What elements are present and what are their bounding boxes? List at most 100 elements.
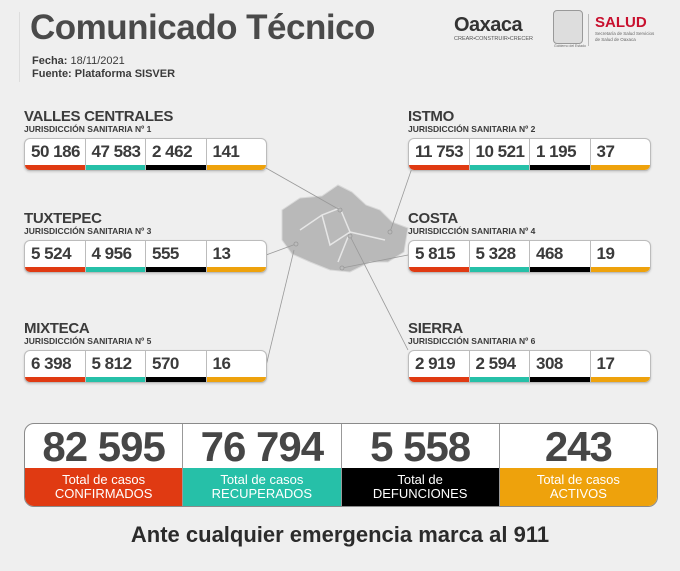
active-bar — [206, 377, 266, 382]
deaths-cell: 2 462 — [146, 139, 207, 170]
active-value: 37 — [596, 142, 615, 161]
confirmed-cell: 5 815 — [409, 241, 470, 272]
region-stats: 5 815 5 328 468 19 — [408, 240, 651, 273]
deaths-cell: 308 — [530, 351, 591, 382]
total-recovered: 76 794 Total de casos RECUPERADOS — [183, 423, 342, 506]
source-label: Fuente: — [32, 68, 72, 80]
recovered-cell: 10 521 — [469, 139, 530, 170]
region-sub: JURISDICCIÓN SANITARIA Nº 4 — [408, 226, 536, 236]
confirmed-value: 50 186 — [31, 142, 80, 161]
total-value: 243 — [544, 423, 613, 470]
region-mixteca: MIXTECA JURISDICCIÓN SANITARIA Nº 5 6 39… — [24, 321, 267, 383]
active-value: 16 — [212, 354, 231, 373]
connector-lines — [265, 167, 413, 367]
confirmed-value: 2 919 — [415, 354, 456, 373]
confirmed-bar — [409, 377, 469, 382]
source-value: Plataforma SISVER — [74, 68, 176, 80]
deaths-bar — [146, 377, 206, 382]
deaths-cell: 555 — [146, 241, 207, 272]
region-stats: 2 919 2 594 308 17 — [408, 350, 651, 383]
active-value: 13 — [212, 244, 231, 263]
recovered-bar — [469, 377, 529, 382]
region-sub: JURISDICCIÓN SANITARIA Nº 6 — [408, 336, 536, 346]
date-line: Fecha: 18/11/2021 — [32, 55, 125, 67]
active-bar — [590, 377, 650, 382]
salud-subtext: Secretaría de Salud Servicios de Salud d… — [595, 31, 655, 42]
deaths-bar — [530, 267, 590, 272]
oaxaca-logo: Oaxaca CREAR•CONSTRUIR•CRECER — [454, 14, 533, 42]
region-sub: JURISDICCIÓN SANITARIA Nº 5 — [24, 336, 152, 346]
active-bar — [590, 165, 650, 170]
oaxaca-logo-text: Oaxaca — [454, 14, 523, 36]
source-line: Fuente: Plataforma SISVER — [32, 68, 175, 80]
active-bar — [590, 267, 650, 272]
region-sub: JURISDICCIÓN SANITARIA Nº 2 — [408, 124, 536, 134]
region-sub: JURISDICCIÓN SANITARIA Nº 1 — [24, 124, 152, 134]
total-label-line2: RECUPERADOS — [211, 486, 313, 501]
region-name: ISTMO — [408, 108, 454, 125]
recovered-bar — [85, 377, 145, 382]
recovered-value: 2 594 — [475, 354, 517, 373]
confirmed-bar — [25, 267, 85, 272]
confirmed-bar — [25, 165, 85, 170]
deaths-value: 2 462 — [152, 142, 193, 161]
region-name: TUXTEPEC — [24, 210, 102, 227]
recovered-bar — [469, 267, 529, 272]
confirmed-value: 5 815 — [415, 244, 456, 263]
total-label-line1: Total de casos — [220, 472, 304, 487]
active-value: 17 — [596, 354, 615, 373]
region-stats: 50 186 47 583 2 462 141 — [24, 138, 267, 171]
confirmed-value: 11 753 — [415, 142, 464, 161]
total-value: 82 595 — [42, 423, 165, 470]
emergency-message: Ante cualquier emergencia marca al 911 — [130, 522, 550, 547]
total-label: Total de casos CONFIRMADOS — [25, 468, 183, 506]
recovered-bar — [469, 165, 529, 170]
recovered-value: 5 328 — [475, 244, 517, 263]
active-value: 19 — [596, 244, 615, 263]
deaths-value: 570 — [152, 354, 179, 373]
region-istmo: ISTMO JURISDICCIÓN SANITARIA Nº 2 11 753… — [408, 109, 651, 171]
region-name: MIXTECA — [24, 320, 90, 337]
deaths-bar — [146, 165, 206, 170]
recovered-value: 47 583 — [91, 142, 141, 161]
active-cell: 17 — [590, 351, 650, 382]
region-stats: 11 753 10 521 1 195 37 — [408, 138, 651, 171]
recovered-value: 4 956 — [91, 244, 133, 263]
region-sub: JURISDICCIÓN SANITARIA Nº 3 — [24, 226, 152, 236]
recovered-cell: 47 583 — [85, 139, 146, 170]
deaths-value: 1 195 — [536, 142, 577, 161]
oaxaca-tagline: CREAR•CONSTRUIR•CRECER — [454, 36, 534, 42]
total-label-line2: CONFIRMADOS — [54, 486, 153, 501]
date-label: Fecha: — [32, 55, 68, 67]
confirmed-cell: 5 524 — [25, 241, 86, 272]
total-label: Total de DEFUNCIONES — [341, 468, 499, 506]
salud-logo: SALUD Secretaría de Salud Servicios de S… — [595, 14, 655, 43]
deaths-value: 308 — [536, 354, 563, 373]
region-valles-centrales: VALLES CENTRALES JURISDICCIÓN SANITARIA … — [24, 109, 267, 171]
active-value: 141 — [212, 142, 240, 161]
active-cell: 37 — [590, 139, 650, 170]
region-sierra: SIERRA JURISDICCIÓN SANITARIA Nº 6 2 919… — [408, 321, 651, 383]
deaths-bar — [146, 267, 206, 272]
deaths-value: 468 — [536, 244, 563, 263]
confirmed-cell: 6 398 — [25, 351, 86, 382]
region-name: SIERRA — [408, 320, 463, 337]
recovered-cell: 4 956 — [85, 241, 146, 272]
divider — [588, 14, 589, 46]
region-stats: 6 398 5 812 570 16 — [24, 350, 267, 383]
region-costa: COSTA JURISDICCIÓN SANITARIA Nº 4 5 815 … — [408, 211, 651, 273]
state-seal-icon — [553, 10, 583, 44]
confirmed-bar — [409, 165, 469, 170]
deaths-bar — [530, 165, 590, 170]
confirmed-cell: 2 919 — [409, 351, 470, 382]
confirmed-value: 5 524 — [31, 244, 72, 263]
total-confirmed: 82 595 Total de casos CONFIRMADOS — [25, 423, 184, 506]
recovered-value: 10 521 — [475, 142, 525, 161]
active-cell: 19 — [590, 241, 650, 272]
total-value: 76 794 — [200, 423, 324, 470]
total-value: 5 558 — [370, 423, 471, 470]
total-label: Total de casos ACTIVOS — [499, 468, 657, 506]
deaths-value: 555 — [152, 244, 179, 263]
deaths-bar — [530, 377, 590, 382]
